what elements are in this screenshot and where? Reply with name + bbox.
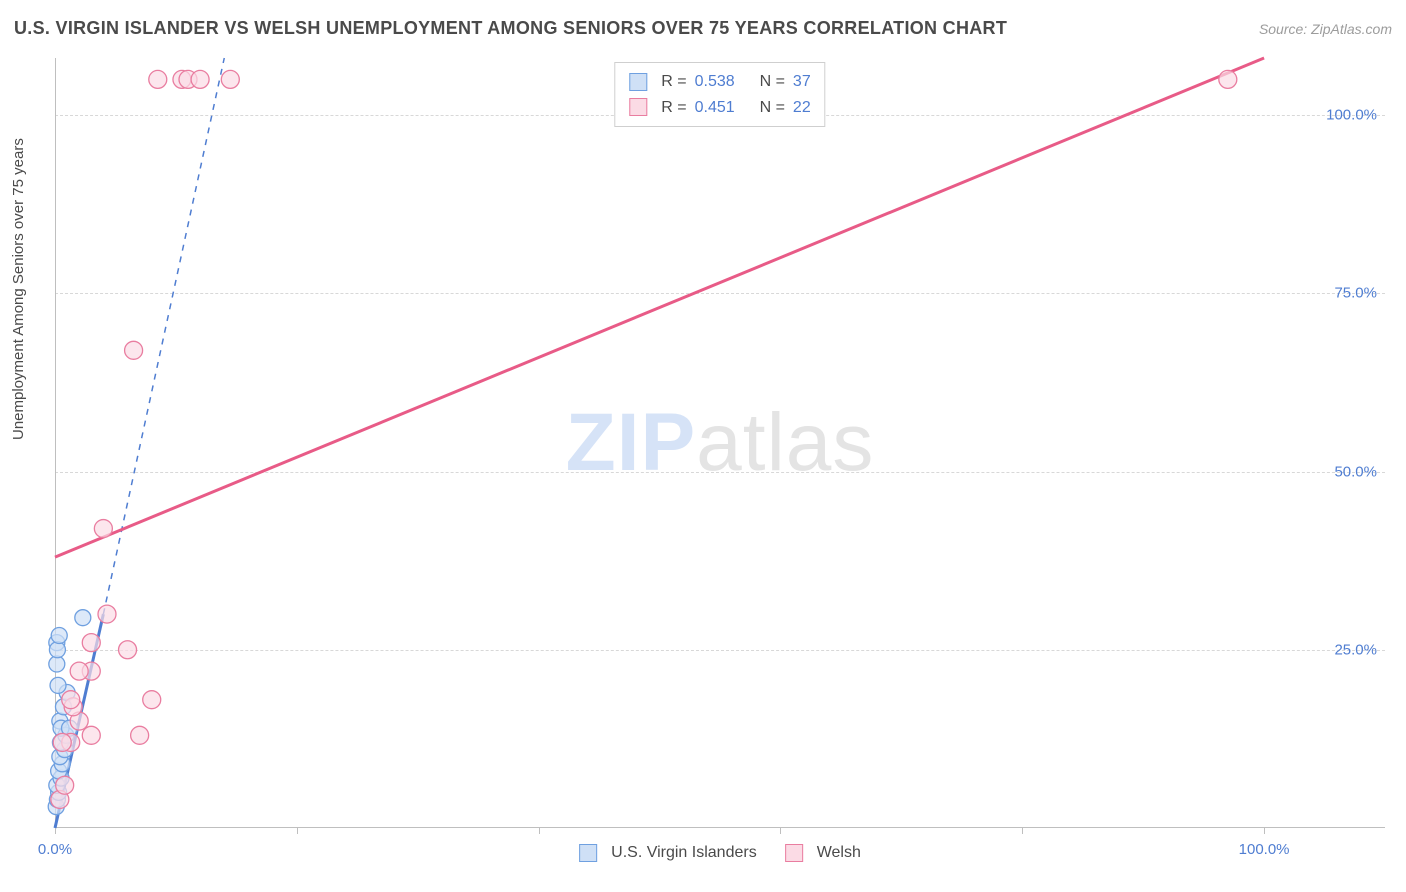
x-tick-label: 100.0%	[1239, 841, 1290, 858]
data-point-welsh	[82, 634, 100, 652]
data-point-usvi	[75, 610, 91, 626]
series-legend: U.S. Virgin Islanders Welsh	[579, 844, 861, 862]
plot-svg	[55, 58, 1385, 828]
plot-area: ZIPatlas R = 0.538 N = 37 R = 0.451 N = …	[55, 58, 1385, 828]
swatch-usvi-2	[579, 844, 597, 862]
x-tick	[780, 828, 781, 834]
y-axis-label: Unemployment Among Seniors over 75 years	[10, 138, 27, 440]
legend-N-welsh: 22	[793, 95, 811, 121]
trend-line-welsh	[55, 58, 1264, 557]
series-label-welsh: Welsh	[817, 844, 861, 862]
data-point-welsh	[70, 662, 88, 680]
data-point-welsh	[119, 641, 137, 659]
x-tick-label: 0.0%	[38, 841, 72, 858]
data-point-usvi	[49, 642, 65, 658]
data-point-welsh	[143, 691, 161, 709]
swatch-welsh-2	[785, 844, 803, 862]
x-tick	[539, 828, 540, 834]
y-tick-label: 100.0%	[1326, 107, 1377, 124]
correlation-legend: R = 0.538 N = 37 R = 0.451 N = 22	[614, 62, 825, 127]
data-point-welsh	[98, 605, 116, 623]
x-tick	[55, 828, 56, 834]
x-tick	[1022, 828, 1023, 834]
source-label: Source: ZipAtlas.com	[1259, 21, 1392, 37]
y-tick-label: 50.0%	[1334, 463, 1377, 480]
legend-N-usvi: 37	[793, 69, 811, 95]
swatch-usvi	[629, 73, 647, 91]
series-legend-usvi: U.S. Virgin Islanders	[579, 844, 757, 862]
y-tick-label: 25.0%	[1334, 641, 1377, 658]
data-point-welsh	[82, 726, 100, 744]
legend-N-label: N =	[760, 69, 785, 95]
data-point-welsh	[56, 776, 74, 794]
legend-R-usvi: 0.538	[695, 69, 735, 95]
data-point-welsh	[131, 726, 149, 744]
legend-R-label: R =	[661, 69, 686, 95]
x-tick	[1264, 828, 1265, 834]
legend-row-welsh: R = 0.451 N = 22	[629, 95, 810, 121]
data-point-usvi	[51, 628, 67, 644]
data-point-welsh	[62, 691, 80, 709]
data-point-usvi	[49, 656, 65, 672]
data-point-welsh	[125, 341, 143, 359]
data-point-welsh	[221, 70, 239, 88]
data-point-welsh	[1219, 70, 1237, 88]
legend-R-welsh: 0.451	[695, 95, 735, 121]
data-point-welsh	[53, 733, 71, 751]
data-point-welsh	[149, 70, 167, 88]
swatch-welsh	[629, 98, 647, 116]
y-tick-label: 75.0%	[1334, 285, 1377, 302]
series-legend-welsh: Welsh	[785, 844, 861, 862]
legend-N-label2: N =	[760, 95, 785, 121]
x-tick	[297, 828, 298, 834]
data-point-welsh	[191, 70, 209, 88]
legend-row-usvi: R = 0.538 N = 37	[629, 69, 810, 95]
data-point-usvi	[50, 677, 66, 693]
legend-R-label2: R =	[661, 95, 686, 121]
chart-title: U.S. VIRGIN ISLANDER VS WELSH UNEMPLOYME…	[14, 18, 1007, 39]
series-label-usvi: U.S. Virgin Islanders	[611, 844, 757, 862]
data-point-welsh	[94, 520, 112, 538]
